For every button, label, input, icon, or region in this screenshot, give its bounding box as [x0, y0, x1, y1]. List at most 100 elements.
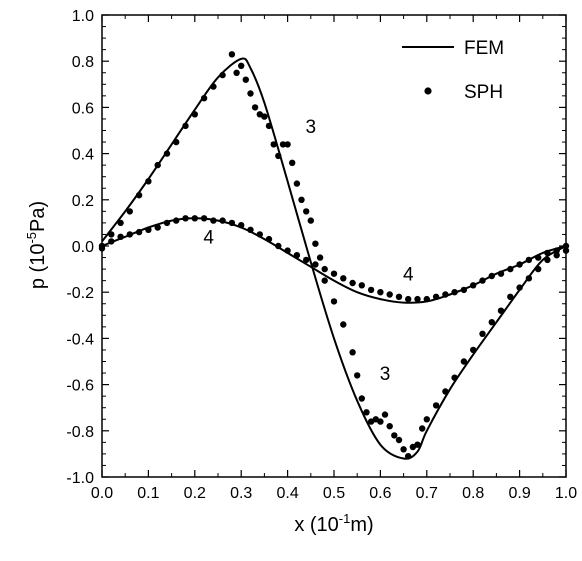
sph-point: [298, 196, 305, 203]
sph-point: [544, 256, 551, 264]
x-tick-label: 0.6: [369, 485, 391, 502]
sph-point: [289, 159, 296, 166]
sph-point: [163, 219, 171, 227]
sph-point: [419, 425, 426, 432]
sph-point: [497, 270, 505, 277]
sph-point: [238, 222, 245, 229]
x-tick-label: 0.2: [184, 485, 206, 502]
sph-point: [377, 289, 384, 296]
x-tick-label: 0.3: [230, 485, 252, 502]
sph-point: [340, 275, 347, 282]
sph-point: [173, 217, 180, 224]
sph-point: [154, 224, 161, 231]
sph-point: [386, 423, 393, 430]
y-tick-label: 0.6: [72, 100, 94, 117]
x-tick-label: 0.8: [462, 485, 484, 502]
sph-point: [525, 275, 533, 282]
fem-series-line: [101, 57, 567, 460]
sph-point: [275, 242, 282, 250]
sph-point: [363, 409, 370, 416]
sph-point: [228, 51, 236, 58]
y-tick-label: 1.0: [72, 8, 94, 25]
sph-point: [238, 62, 245, 69]
sph-point: [470, 346, 477, 354]
sph-point: [553, 252, 560, 259]
sph-point: [173, 138, 180, 146]
sph-point: [265, 122, 273, 130]
sph-point: [432, 293, 440, 300]
sph-point: [284, 141, 291, 148]
sph-point: [219, 71, 226, 79]
x-axis-label: x (10-1m): [294, 511, 373, 536]
sph-point: [405, 295, 412, 303]
sph-point: [117, 233, 124, 240]
sph-point: [516, 261, 523, 268]
sph-point: [247, 90, 254, 97]
x-tick-label: 0.4: [276, 485, 298, 502]
sph-point: [126, 231, 133, 238]
sph-point: [210, 83, 217, 90]
sph-point: [191, 215, 198, 222]
legend: FEM SPH: [402, 38, 504, 103]
sph-point: [562, 247, 570, 254]
sph-point: [470, 282, 477, 289]
fem-curves: [101, 57, 567, 460]
sph-point: [354, 372, 361, 379]
sph-point: [191, 111, 198, 118]
sph-point: [349, 279, 356, 287]
sph-point: [377, 418, 384, 425]
sph-point: [507, 293, 514, 300]
sph-point: [321, 265, 328, 273]
sph-point: [108, 231, 115, 238]
sph-point: [275, 152, 282, 160]
sph-point: [293, 180, 301, 187]
curve-annotations: 3 4 4 3: [203, 117, 414, 385]
sph-point: [544, 249, 551, 257]
sph-point: [381, 411, 389, 418]
x-tick-label: 0.7: [416, 485, 438, 502]
sph-point: [367, 286, 375, 294]
y-tick-label: 0.0: [72, 239, 94, 256]
sph-point: [414, 441, 421, 448]
sph-point: [247, 226, 254, 233]
sph-point: [497, 307, 505, 314]
sph-point: [525, 256, 533, 264]
y-tick-label: 0.8: [72, 54, 94, 71]
sph-point: [400, 446, 407, 453]
sph-point: [242, 76, 249, 83]
sph-point: [321, 277, 328, 284]
sph-point: [391, 432, 398, 439]
x-tick-label: 1.0: [555, 485, 577, 502]
sph-point: [358, 282, 365, 289]
sph-point: [135, 228, 143, 236]
sph-point: [535, 254, 542, 261]
sph-point: [358, 395, 365, 402]
sph-point: [405, 453, 412, 460]
y-axis-label: p (10-5Pa): [24, 201, 49, 289]
sph-point: [386, 291, 393, 298]
axes: 0.0 0.1 0.2 0.3 0.4 0.5 0.6 0.7 0.8 0.9 1.0 -1.0 -0.…: [66, 8, 577, 502]
sph-point: [307, 217, 314, 224]
sph-point: [330, 270, 338, 277]
sph-point: [395, 293, 403, 300]
fem-series-line: [101, 217, 567, 304]
sph-point: [451, 289, 458, 296]
sph-point: [316, 254, 324, 261]
sph-point: [108, 238, 115, 245]
sph-point: [553, 247, 560, 254]
sph-point: [228, 219, 236, 227]
sph-point: [479, 330, 486, 337]
sph-point: [349, 349, 356, 356]
sph-point: [182, 122, 189, 130]
sph-point: [460, 358, 468, 365]
sph-point: [535, 265, 542, 273]
sph-point: [200, 215, 208, 222]
sph-point: [98, 245, 106, 252]
sph-point: [507, 265, 514, 273]
x-tick-label: 0.0: [91, 485, 113, 502]
sph-point: [279, 141, 287, 148]
sph-point: [479, 277, 486, 284]
sph-point: [432, 402, 440, 409]
x-tick-label: 0.1: [137, 485, 159, 502]
